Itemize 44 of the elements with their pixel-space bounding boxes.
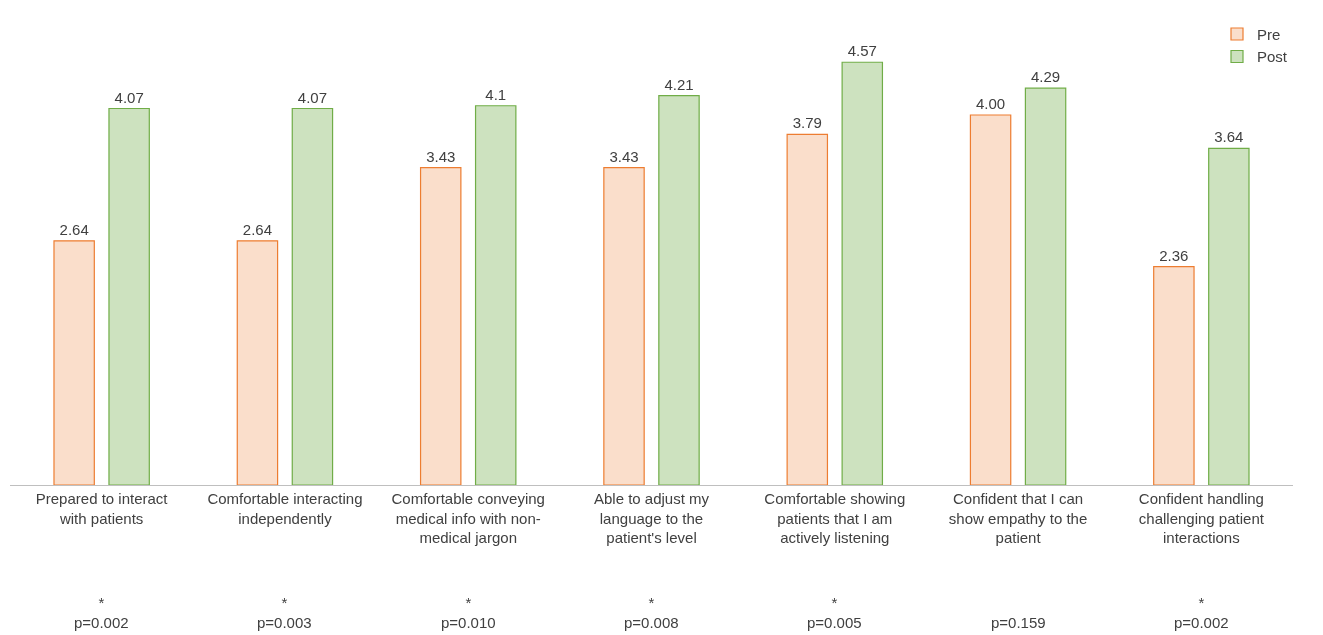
text: * p=0.010: [441, 594, 496, 631]
data-label: 4.07: [297, 88, 328, 106]
bar: [603, 167, 645, 485]
x-tick-label: Prepared to interact with patients: [35, 490, 169, 527]
data-label: 4.57: [847, 42, 877, 60]
bar: [1024, 87, 1067, 485]
legend-label: Post: [1257, 48, 1288, 66]
data-label: 3.43: [426, 147, 456, 165]
bar: [108, 107, 150, 485]
x-tick-label: Comfortable interacting independently: [207, 490, 363, 527]
bar: [419, 167, 462, 485]
text: * p=0.003: [257, 594, 312, 631]
data-label: 3.43: [609, 147, 639, 165]
data-label: 4.07: [114, 88, 144, 106]
data-label: 2.64: [59, 220, 89, 238]
data-label: 3.79: [792, 114, 822, 132]
bar: [291, 107, 334, 485]
bar: [969, 114, 1012, 485]
data-label: 4.00: [975, 94, 1006, 112]
data-label: 4.1: [485, 85, 507, 103]
text: * p=0.002: [1174, 594, 1229, 631]
text: * p=0.005: [807, 594, 862, 631]
bar: [236, 240, 279, 485]
text: p=0.159: [991, 614, 1046, 631]
data-label: 2.36: [1159, 246, 1189, 264]
x-tick-label: Able to adjust my language to the patient's level: [593, 490, 710, 546]
bar: [841, 61, 884, 485]
x-tick-label: Confident that I can show empathy to the patient: [948, 490, 1088, 546]
data-label: 4.29: [1030, 68, 1061, 86]
bar: [474, 105, 517, 485]
x-tick-label: Comfortable conveying medical info with non-medical jargon: [391, 490, 545, 546]
legend-label: Pre: [1257, 25, 1281, 43]
bar: [1153, 266, 1195, 485]
data-label: 4.21: [664, 75, 694, 93]
x-tick-label: Comfortable showing patients that I am actively listening: [764, 490, 906, 546]
data-label: 2.64: [242, 220, 273, 238]
bar: [53, 240, 95, 485]
bar: [786, 133, 829, 485]
bar: [658, 94, 700, 485]
text: * p=0.008: [624, 594, 679, 631]
x-tick-label: Confident handling challenging patient interactions: [1138, 490, 1265, 546]
bar: [1208, 147, 1250, 485]
text: * p=0.002: [74, 594, 129, 631]
data-label: 3.64: [1214, 128, 1244, 146]
